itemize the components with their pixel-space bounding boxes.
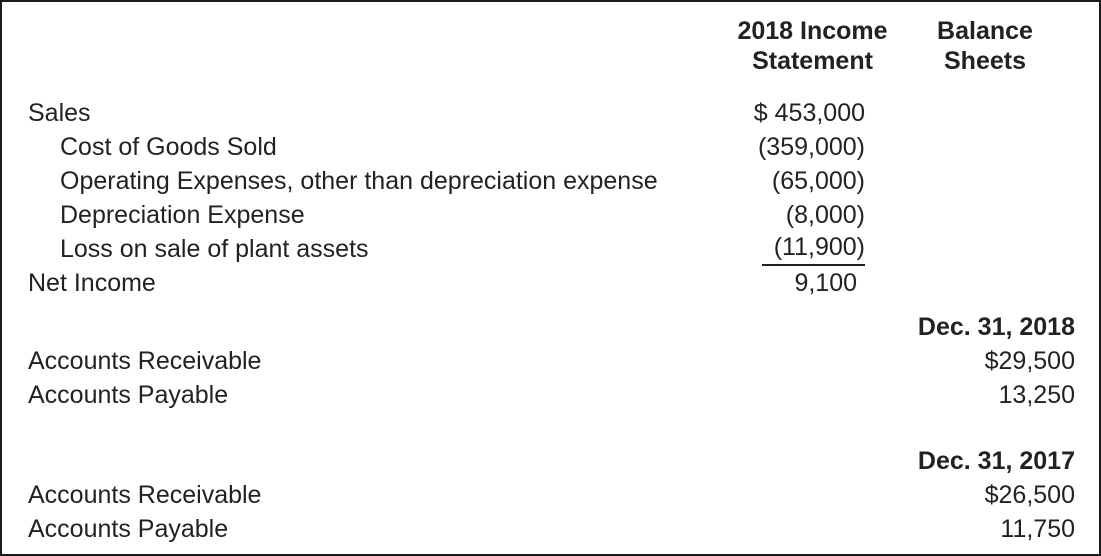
row-operating-expenses: Operating Expenses, other than depreciat… [28, 164, 1075, 198]
row-loss-on-sale: Loss on sale of plant assets (11,900) [28, 232, 1075, 266]
section-header-2018: Dec. 31, 2018 [28, 310, 1075, 344]
ap-2018-value: 13,250 [998, 380, 1075, 409]
ar-2018-value: $29,500 [984, 346, 1075, 375]
column-header-row: 2018 Income Statement Balance Sheets [28, 16, 1075, 96]
row-accounts-payable-2017: Accounts Payable 11,750 [28, 512, 1075, 546]
ap-2017-label: Accounts Payable [28, 514, 229, 543]
row-cogs-label: Cost of Goods Sold [60, 132, 277, 161]
row-opex-value: (65,000) [771, 166, 865, 195]
row-depreciation-label: Depreciation Expense [60, 200, 305, 229]
balance-sheets-column-header: Balance Sheets [880, 16, 1075, 96]
income-statement-column-header: 2018 Income Statement [700, 16, 887, 96]
row-net-income-label: Net Income [28, 268, 156, 297]
empty-header-cell [28, 16, 700, 96]
row-loss-label: Loss on sale of plant assets [60, 234, 369, 263]
ar-2017-label: Accounts Receivable [28, 480, 262, 509]
section-header-2017: Dec. 31, 2017 [28, 444, 1075, 478]
ar-2018-label: Accounts Receivable [28, 346, 262, 375]
row-loss-value-cell: (11,900) [700, 232, 880, 266]
row-net-income: Net Income 9,100 [28, 266, 1075, 300]
ap-2018-label: Accounts Payable [28, 380, 229, 409]
row-net-income-value: 9,100 [794, 268, 857, 297]
spacer [28, 412, 1075, 444]
ar-2017-value: $26,500 [984, 480, 1075, 509]
row-accounts-receivable-2018: Accounts Receivable $29,500 [28, 344, 1075, 378]
income-statement-header-label: 2018 Income Statement [737, 17, 888, 75]
ap-2017-value: 11,750 [1000, 514, 1075, 543]
financial-statements-table: 2018 Income Statement Balance Sheets Sal… [28, 16, 1075, 546]
row-opex-label: Operating Expenses, other than depreciat… [60, 166, 658, 195]
row-sales: Sales $ 453,000 [28, 96, 1075, 130]
row-accounts-receivable-2017: Accounts Receivable $26,500 [28, 478, 1075, 512]
loss-value-underlined: (11,900) [761, 233, 865, 266]
row-cogs-value: (359,000) [757, 132, 865, 161]
row-sales-value: $ 453,000 [753, 98, 865, 127]
date-header-2018: Dec. 31, 2018 [917, 312, 1075, 341]
row-depreciation-value: (8,000) [785, 200, 865, 229]
row-depreciation-expense: Depreciation Expense (8,000) [28, 198, 1075, 232]
balance-sheets-header-label: Balance Sheets [937, 17, 1033, 75]
date-header-2017: Dec. 31, 2017 [917, 446, 1075, 475]
row-cost-of-goods-sold: Cost of Goods Sold (359,000) [28, 130, 1075, 164]
spacer [28, 300, 1075, 310]
row-accounts-payable-2018: Accounts Payable 13,250 [28, 378, 1075, 412]
row-sales-label: Sales [28, 98, 91, 127]
